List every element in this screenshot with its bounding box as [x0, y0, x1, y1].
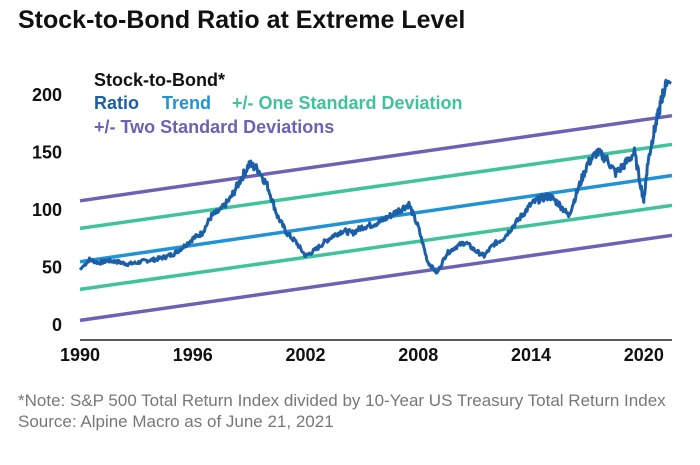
y-tick-label: 50 [42, 258, 62, 278]
legend-ratio-line1: Stock-to-Bond* [94, 70, 225, 90]
x-tick-label: 1990 [60, 345, 100, 365]
x-tick-label: 1996 [173, 345, 213, 365]
footnote-text: *Note: S&P 500 Total Return Index divide… [18, 391, 666, 410]
x-tick-label: 2014 [511, 345, 551, 365]
plus-one-sd-line [79, 142, 673, 231]
legend-one-sd: +/- One Standard Deviation [232, 93, 463, 113]
chart-legend: Stock-to-Bond* Ratio Trend +/- One Stand… [94, 70, 463, 137]
legend-two-sd: +/- Two Standard Deviations [94, 117, 334, 137]
legend-ratio: Ratio [94, 93, 139, 113]
x-tick-label: 2002 [286, 345, 326, 365]
y-tick-label: 100 [32, 200, 62, 220]
minus-two-sd-line [79, 233, 673, 323]
legend-trend: Trend [162, 93, 211, 113]
stock-bond-chart: 0 50 100 150 200 1990 1996 2002 2008 2014 2020 Sto… [32, 70, 673, 365]
chart-notes: *Note: S&P 500 Total Return Index divide… [18, 390, 678, 432]
x-tick-label: 2020 [624, 345, 664, 365]
y-tick-label: 200 [32, 85, 62, 105]
y-tick-label: 150 [32, 143, 62, 163]
y-tick-label: 0 [52, 315, 62, 335]
source-text: Source: Alpine Macro as of June 21, 2021 [18, 412, 334, 431]
x-tick-label: 2008 [398, 345, 438, 365]
ratio-series-line [78, 78, 673, 275]
trend-line [79, 173, 673, 264]
minus-one-sd-line [79, 203, 673, 292]
plus-two-sd-line [79, 113, 673, 203]
chart-title: Stock-to-Bond Ratio at Extreme Level [18, 6, 466, 34]
